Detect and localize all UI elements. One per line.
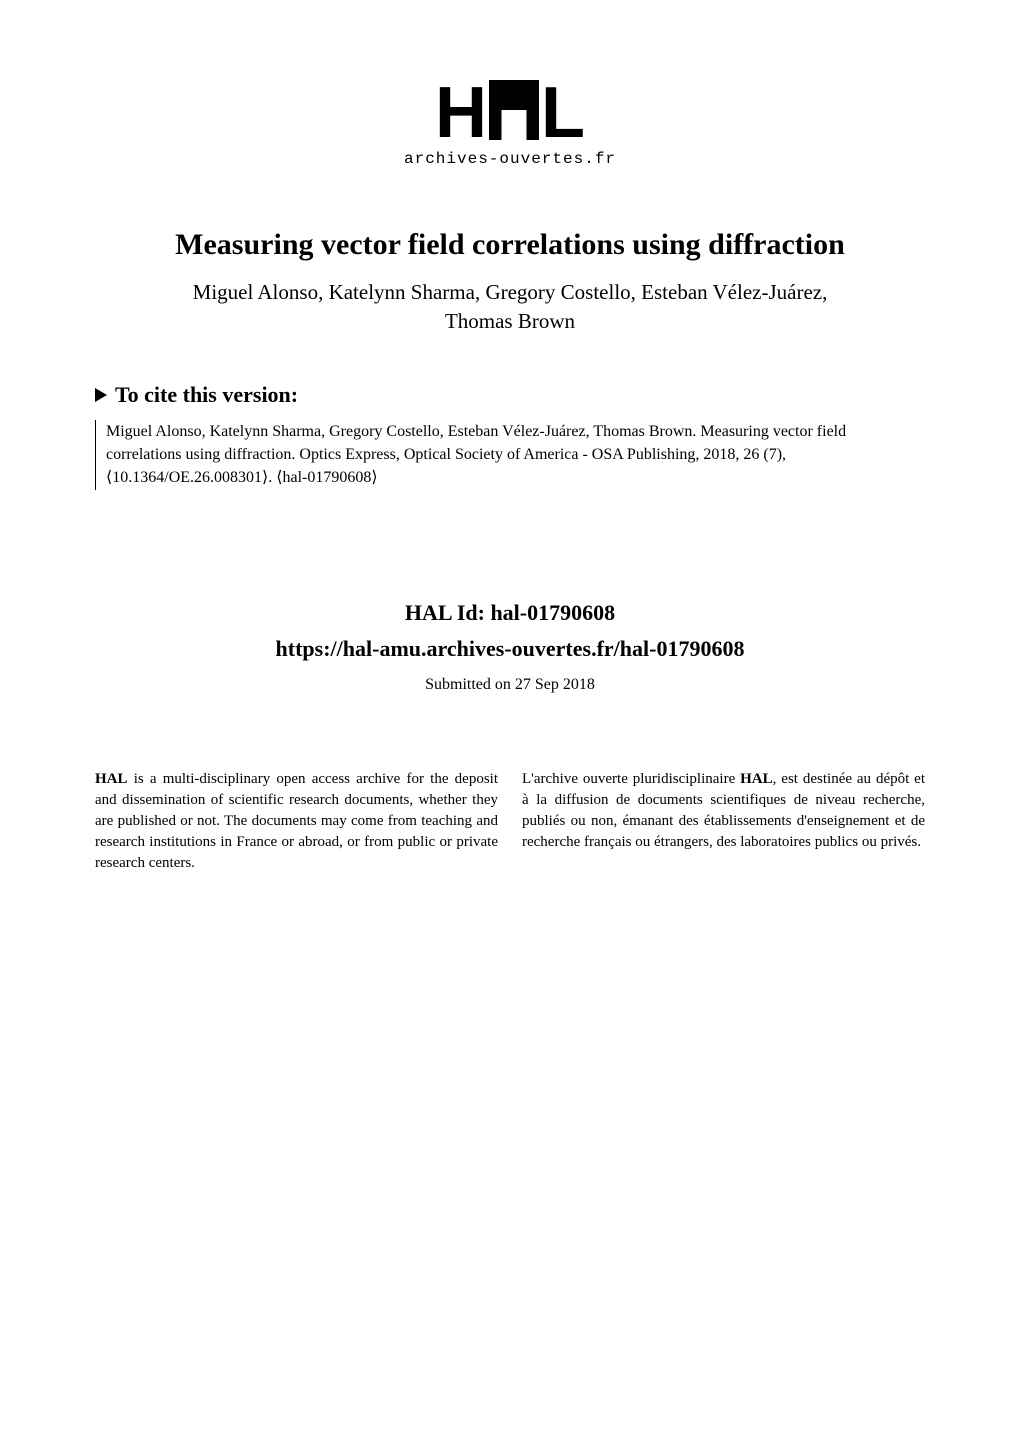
- footer-columns: HAL is a multi-disciplinary open access …: [95, 769, 925, 874]
- cite-header-text: To cite this version:: [115, 382, 298, 408]
- footer-col2-prefix: L'archive ouverte pluridisciplinaire: [522, 771, 740, 787]
- logo-letter-h: H: [435, 83, 487, 144]
- authors-line-2: Thomas Brown: [95, 309, 925, 334]
- footer-col-english: HAL is a multi-disciplinary open access …: [95, 769, 498, 874]
- logo-letter-l: L: [541, 83, 585, 144]
- hal-logo: H L archives-ouvertes.fr: [95, 80, 925, 168]
- hal-logo-letters: H L: [435, 80, 585, 144]
- submitted-date: Submitted on 27 Sep 2018: [95, 676, 925, 694]
- triangle-icon: [95, 388, 107, 402]
- footer-col1-text: is a multi-disciplinary open access arch…: [95, 771, 498, 871]
- hal-id: HAL Id: hal-01790608: [95, 600, 925, 626]
- paper-title: Measuring vector field correlations usin…: [95, 228, 925, 262]
- citation-text: Miguel Alonso, Katelynn Sharma, Gregory …: [95, 420, 925, 490]
- footer-col-french: L'archive ouverte pluridisciplinaire HAL…: [522, 769, 925, 874]
- footer-col1-bold: HAL: [95, 771, 128, 787]
- footer-col2-bold: HAL: [740, 771, 773, 787]
- logo-letter-a-shape: [489, 80, 539, 140]
- authors-line-1: Miguel Alonso, Katelynn Sharma, Gregory …: [95, 280, 925, 305]
- cite-header: To cite this version:: [95, 382, 925, 408]
- logo-subtitle: archives-ouvertes.fr: [404, 150, 616, 168]
- hal-url[interactable]: https://hal-amu.archives-ouvertes.fr/hal…: [95, 636, 925, 662]
